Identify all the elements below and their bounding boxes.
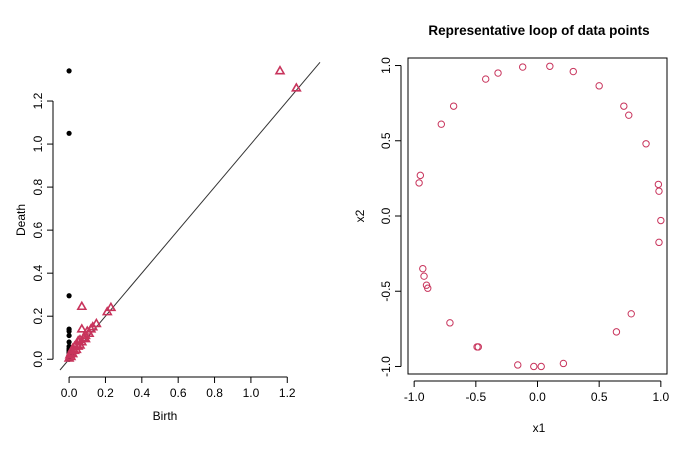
y-tick-label: 1.0 <box>379 57 393 74</box>
dim1-point <box>274 65 286 75</box>
x-tick-label: 0.4 <box>133 386 150 400</box>
y-tick-label: 0.5 <box>379 132 393 149</box>
y-tick-label: -1.0 <box>379 356 393 377</box>
x-tick-label: 0.8 <box>206 386 223 400</box>
y-tick-label: 0.0 <box>379 207 393 224</box>
dim1-point <box>76 323 88 333</box>
right-axes-box <box>395 57 668 387</box>
right-x-tick-labels: -1.0 -0.5 0.0 0.5 1.0 <box>404 390 670 404</box>
x-tick-label: 1.0 <box>652 390 669 404</box>
loop-point <box>482 75 490 83</box>
dim0-point <box>66 293 72 299</box>
y-tick-label: 1.2 <box>31 92 45 109</box>
loop-scatter-panel: Representative loop of data points -1.0-… <box>353 23 669 435</box>
loop-point <box>654 180 663 189</box>
x-tick-label: 0.5 <box>591 390 608 404</box>
loop-point <box>415 179 423 187</box>
y-tick-label: 0.2 <box>31 308 45 325</box>
x-tick-label: -0.5 <box>465 390 486 404</box>
loop-point <box>559 359 568 368</box>
loop-point <box>449 102 458 110</box>
loop-point <box>420 272 428 280</box>
x-tick-label: -1.0 <box>404 390 425 404</box>
dim1-point <box>70 343 82 354</box>
x-tick-label: 1.2 <box>279 386 296 400</box>
left-diagonal-line <box>59 61 321 371</box>
dim1-point <box>74 339 86 349</box>
dim1-point <box>65 350 77 361</box>
x-tick-label: 1.0 <box>243 386 260 400</box>
dim1-point <box>101 306 113 316</box>
loop-point <box>537 362 545 371</box>
loop-point <box>642 140 650 148</box>
loop-point <box>546 62 554 70</box>
loop-point <box>437 120 445 128</box>
y-tick-label: 0.6 <box>31 221 45 238</box>
right-x-axis-label: x1 <box>533 421 546 435</box>
y-tick-label: 0.0 <box>31 351 45 368</box>
plot-box <box>407 57 668 375</box>
left-x-axis-label: Birth <box>153 409 178 423</box>
y-tick-label: -0.5 <box>379 281 393 302</box>
x-tick-label: 0.0 <box>529 390 546 404</box>
right-data-points <box>415 62 665 371</box>
left-data-points <box>63 65 302 362</box>
loop-point <box>494 69 502 77</box>
right-chart-title: Representative loop of data points <box>428 23 649 38</box>
loop-point <box>569 67 577 76</box>
dim1-point <box>105 301 117 312</box>
left-y-axis-label: Death <box>14 204 28 236</box>
dim0-point <box>66 68 72 74</box>
dim0-point <box>66 332 72 339</box>
loop-point <box>530 362 538 371</box>
left-y-tick-labels: 0.0 0.2 0.4 0.6 0.8 1.0 1.2 <box>31 92 45 367</box>
dim1-point <box>90 317 102 328</box>
dim1-point <box>80 332 91 343</box>
persistence-diagram-panel: 0.0 0.2 0.4 0.6 0.8 1.0 1.2 0.0 0.2 0.4 0.6 0.8 1.0… <box>14 61 321 423</box>
loop-point <box>416 171 425 180</box>
loop-point <box>595 82 603 90</box>
y-tick-label: 1.0 <box>31 135 45 152</box>
loop-point <box>625 111 633 119</box>
dim0-point <box>66 328 72 334</box>
y-tick-label: 0.4 <box>31 265 45 282</box>
loop-point <box>514 361 522 369</box>
dim0-point <box>66 130 72 136</box>
left-axes <box>47 100 288 383</box>
loop-point <box>657 216 665 225</box>
loop-point <box>655 238 663 247</box>
loop-point <box>419 264 427 273</box>
loop-point <box>424 284 432 292</box>
dim1-point <box>63 352 75 362</box>
dim1-point <box>83 327 95 337</box>
x-tick-label: 0.2 <box>97 386 114 400</box>
right-y-tick-labels: -1.0 -0.5 0.0 0.5 1.0 <box>379 57 393 377</box>
dim0-point <box>66 339 72 345</box>
loop-point <box>446 319 454 327</box>
y-tick-label: 0.8 <box>31 178 45 195</box>
left-x-tick-labels: 0.0 0.2 0.4 0.6 0.8 1.0 1.2 <box>61 386 296 400</box>
loop-point <box>519 63 527 71</box>
loop-point <box>474 343 482 351</box>
loop-point <box>620 102 628 110</box>
loop-point <box>655 187 663 195</box>
dim1-point <box>290 82 302 92</box>
loop-point <box>612 328 621 336</box>
x-tick-label: 0.0 <box>61 386 78 400</box>
right-y-axis-label: x2 <box>353 209 367 222</box>
loop-point <box>627 310 635 318</box>
diagonal-line <box>59 61 321 371</box>
dim1-point <box>76 300 88 311</box>
x-tick-label: 0.6 <box>170 386 187 400</box>
